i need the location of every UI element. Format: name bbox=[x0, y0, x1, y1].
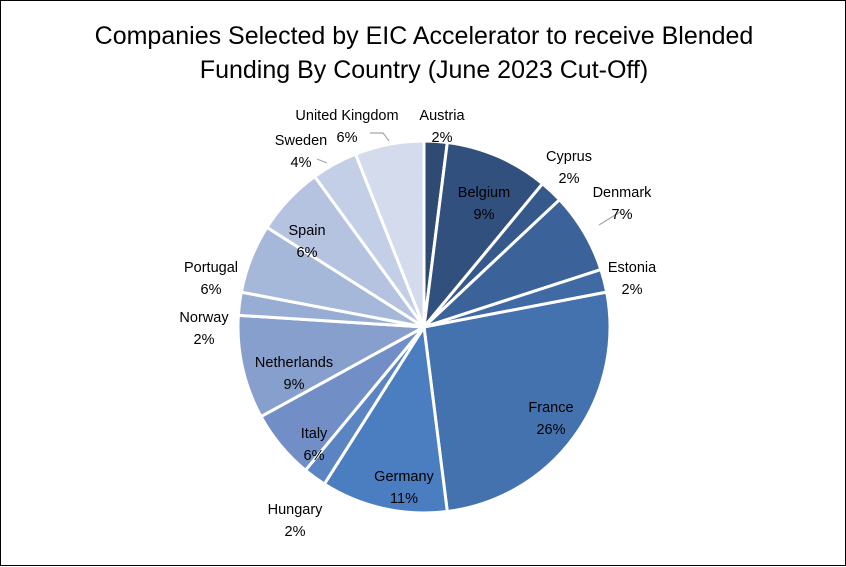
leader-line-denmark bbox=[598, 211, 621, 226]
slice-label-name: Spain bbox=[288, 223, 325, 239]
pie-slice-france bbox=[422, 290, 612, 514]
slice-label-value: 9% bbox=[474, 207, 495, 223]
slice-label-value: 6% bbox=[304, 448, 325, 464]
slice-label-value: 9% bbox=[284, 377, 305, 393]
slice-label-united-kingdom: United Kingdom 6% bbox=[295, 108, 398, 146]
slice-label-spain: Spain 6% bbox=[288, 223, 325, 261]
slice-label-value: 7% bbox=[612, 207, 633, 223]
slice-label-name: Estonia bbox=[608, 260, 657, 276]
slice-label-austria: Austria 2% bbox=[419, 108, 465, 146]
leader-line-united-kingdom bbox=[370, 132, 390, 142]
slice-label-cyprus: Cyprus 2% bbox=[546, 149, 592, 187]
pie-slice-united-kingdom bbox=[354, 139, 426, 329]
slice-label-name: Norway bbox=[179, 310, 229, 326]
slice-label-name: France bbox=[528, 400, 573, 416]
slice-label-estonia: Estonia 2% bbox=[608, 260, 657, 298]
chart-title-line-2: Funding By Country (June 2023 Cut-Off) bbox=[199, 56, 649, 84]
slice-label-name: Austria bbox=[419, 108, 465, 124]
slice-label-value: 2% bbox=[432, 130, 453, 146]
slice-label-portugal: Portugal 6% bbox=[184, 260, 238, 298]
slice-label-norway: Norway 2% bbox=[179, 310, 229, 348]
slice-label-name: Italy bbox=[301, 426, 328, 442]
slice-label-name: Hungary bbox=[268, 502, 324, 518]
slice-label-value: 26% bbox=[536, 422, 565, 438]
slice-label-sweden: Sweden 4% bbox=[275, 133, 327, 171]
slice-label-value: 4% bbox=[291, 155, 312, 171]
leader-line-sweden bbox=[316, 158, 328, 164]
pie-slice-netherlands bbox=[236, 313, 426, 419]
slice-label-name: Netherlands bbox=[255, 355, 333, 371]
slice-label-name: Denmark bbox=[593, 185, 653, 201]
slice-label-name: Portugal bbox=[184, 260, 238, 276]
slice-label-value: 2% bbox=[622, 282, 643, 298]
slice-label-value: 2% bbox=[285, 524, 306, 540]
slice-label-value: 6% bbox=[337, 130, 358, 146]
slice-label-name: Cyprus bbox=[546, 149, 592, 165]
slice-label-value: 11% bbox=[390, 491, 418, 507]
slice-label-france: France 26% bbox=[528, 400, 573, 438]
slice-label-netherlands: Netherlands 9% bbox=[255, 355, 333, 393]
slice-label-italy: Italy 6% bbox=[301, 426, 328, 464]
slice-label-name: Germany bbox=[374, 469, 434, 485]
slice-label-value: 6% bbox=[201, 282, 222, 298]
slice-label-germany: Germany 11% bbox=[374, 469, 434, 507]
slice-label-name: Sweden bbox=[275, 133, 327, 149]
slice-label-name: United Kingdom bbox=[295, 108, 398, 124]
slice-label-value: 2% bbox=[559, 171, 580, 187]
slice-label-value: 2% bbox=[194, 332, 215, 348]
leader-lines bbox=[316, 132, 621, 226]
pie-slices bbox=[236, 139, 612, 515]
chart-title: Companies Selected by EIC Accelerator to… bbox=[41, 19, 807, 87]
slice-label-hungary: Hungary 2% bbox=[268, 502, 324, 540]
pie-slice-belgium bbox=[422, 140, 545, 329]
slice-labels: Austria 2% Belgium 9% Cyprus 2% Denmark 7% Eston… bbox=[179, 108, 657, 540]
chart-title-line-1: Companies Selected by EIC Accelerator to… bbox=[94, 22, 754, 50]
slice-label-name: Belgium bbox=[458, 185, 510, 201]
slice-label-value: 6% bbox=[297, 245, 318, 261]
slice-label-denmark: Denmark 7% bbox=[593, 185, 653, 223]
pie-slice-germany bbox=[322, 325, 449, 515]
slice-label-belgium: Belgium 9% bbox=[458, 185, 510, 223]
